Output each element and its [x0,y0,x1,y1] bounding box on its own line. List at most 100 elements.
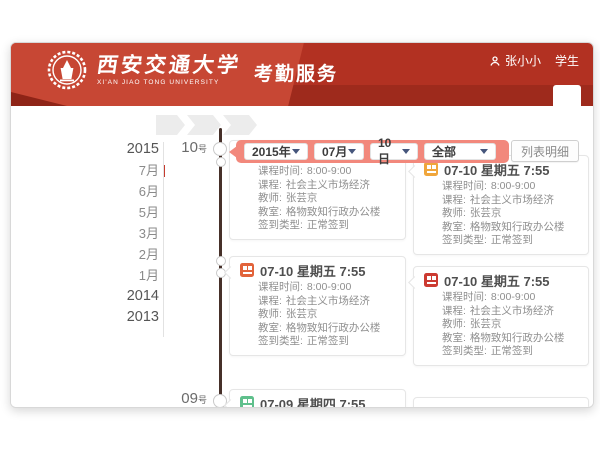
month-select[interactable]: 07月 [314,143,364,160]
filter-bar: 2015年 07月 10日 全部 [229,136,509,166]
timeline-axis-label[interactable]: 2014 [101,286,159,307]
timeline-node [215,157,226,167]
field-value: 社会主义市场经济 [285,178,370,191]
university-logo-icon [47,50,87,90]
day-number: 10 [181,139,198,156]
app-title: 考勤服务 [254,63,339,85]
card-field: 签到类型: 正常签到 [442,234,578,248]
content-area: 2015 7月 6月 5月 3月 2月 1月 2014 2013 10号 09号 [11,106,593,407]
year-select-value: 2015年 [252,145,291,159]
timeline-axis-label[interactable]: 5月 [101,202,159,223]
axis-label-text: 2014 [126,288,159,304]
attendance-card[interactable]: 07-10 星期五 7:55 课程时间:8:00-9:00 课程:社会主义市场经… [407,155,589,255]
attendance-card[interactable]: 07-10 星期五 7:55 课程时间:8:00-9:00 课程:社会主义市场经… [223,256,406,356]
field-label: 课程时间: [258,165,303,177]
field-label: 课程时间: [442,180,487,192]
brand-block: 西安交通大学 XI'AN JIAO TONG UNIVERSITY 考勤服务 [47,50,338,90]
nav-tab[interactable] [475,85,501,106]
chevron-down-icon [480,149,488,154]
card-fields: 课程时间: 8:00-9:00 课程: 社会主义市场经济 教师: 张芸京 教室: 格物致… [258,165,395,233]
card-field: 课程时间: 8:00-9:00 [442,291,578,305]
card-fields: 课程时间: 8:00-9:00 课程: 社会主义市场经济 教师: 张芸京 教室: 格物致… [442,291,578,359]
breadcrumb [156,115,259,135]
field-label: 教室: [258,205,282,218]
timeline-axis-label[interactable]: 2015 [101,139,159,160]
field-label: 教师: [258,308,282,320]
status-absent-icon [424,273,438,287]
timeline-axis-label[interactable]: 2013 [101,307,159,328]
university-name-cn: 西安交通大学 [95,54,243,77]
breadcrumb-tab[interactable] [156,115,185,135]
axis-label-text: 6月 [138,184,159,199]
list-detail-button[interactable]: 列表明细 [511,140,579,162]
card-field: 教师: 张芸京 [258,192,395,206]
attendance-card[interactable]: 07-09 星期四 7:55 [223,389,406,408]
field-value: 8:00-9:00 [490,291,536,303]
card-field: 课程: 社会主义市场经济 [258,295,395,309]
card-date: 07-10 星期五 7:55 [444,273,550,289]
timeline-axis-label[interactable]: 2月 [101,244,159,265]
breadcrumb-tab[interactable] [187,115,221,135]
card-fields: 课程时间: 8:00-9:00 课程: 社会主义市场经济 教师: 张芸京 教室: 格物致… [258,281,395,349]
card-fields: 课程时间: 8:00-9:00 课程: 社会主义市场经济 教师: 张芸京 教室: 格物致… [442,180,578,248]
axis-label-text: 1月 [138,268,159,283]
field-value: 8:00-9:00 [306,165,352,177]
app-header: 西安交通大学 XI'AN JIAO TONG UNIVERSITY 考勤服务 张… [11,43,593,106]
field-value: 格物致知行政办公楼 [469,220,565,233]
field-label: 教室: [258,321,282,334]
type-select[interactable]: 全部 [424,143,496,160]
user-menu[interactable]: 张小小 学生 [489,52,579,69]
field-value: 社会主义市场经济 [469,193,554,206]
axis-label-text: 2015 [126,141,159,157]
axis-label-text: 2月 [138,247,159,262]
card-header: 07-10 星期五 7:55 [240,262,395,279]
timeline-node [213,394,227,407]
field-value: 张芸京 [285,192,318,204]
status-early-leave-icon [240,263,254,277]
timeline-node [215,256,226,266]
field-label: 课程: [442,193,466,206]
field-label: 课程时间: [258,281,303,293]
card-header: 07-10 星期五 7:55 [424,272,578,289]
status-late-icon [424,162,438,176]
chevron-down-icon [402,149,410,154]
card-date: 07-09 星期四 7:55 [260,396,366,408]
field-label: 签到类型: [258,335,303,347]
field-value: 张芸京 [469,318,502,330]
card-date: 07-10 星期五 7:55 [260,263,366,279]
day-select[interactable]: 10日 [370,136,418,166]
attendance-card[interactable] [413,397,589,407]
day-suffix: 号 [197,144,207,154]
day-number: 09 [181,390,198,407]
card-field: 教师: 张芸京 [258,308,395,322]
timeline-axis-label[interactable]: 1月 [101,265,159,286]
card-header [424,403,578,407]
card-field: 课程时间: 8:00-9:00 [258,281,395,295]
user-icon [490,55,500,66]
field-label: 教师: [442,318,466,330]
timeline-axis: 2015 7月 6月 5月 3月 2月 1月 2014 2013 [101,139,165,328]
timeline-axis-label[interactable]: 6月 [101,181,159,202]
breadcrumb-tab[interactable] [223,115,257,135]
attendance-card[interactable]: 07-10 星期五 7:55 课程时间:8:00-9:00 课程:社会主义市场经… [407,266,589,366]
field-label: 签到类型: [258,219,303,231]
year-select[interactable]: 2015年 [244,143,308,160]
card-field: 教室: 格物致知行政办公楼 [258,322,395,336]
timeline-axis-label[interactable]: 3月 [101,223,159,244]
day-marker: 09号 [163,390,207,407]
nav-tab[interactable] [553,85,581,106]
card-field: 课程: 社会主义市场经济 [442,194,578,208]
field-label: 教师: [258,192,282,204]
timeline-axis-label[interactable]: 7月 [101,160,165,181]
card-header: 07-10 星期五 7:55 [424,161,578,178]
card-field: 课程时间: 8:00-9:00 [442,180,578,194]
card-field: 签到类型: 正常签到 [258,335,395,349]
nav-tab[interactable] [527,85,553,106]
field-value: 格物致知行政办公楼 [285,205,381,218]
card-pointer [223,266,237,279]
card-date: 07-10 星期五 7:55 [444,162,550,178]
field-value: 8:00-9:00 [490,180,536,192]
nav-tab[interactable] [501,85,527,106]
card-field: 签到类型: 正常签到 [258,219,395,233]
card-field: 教室: 格物致知行政办公楼 [442,221,578,235]
